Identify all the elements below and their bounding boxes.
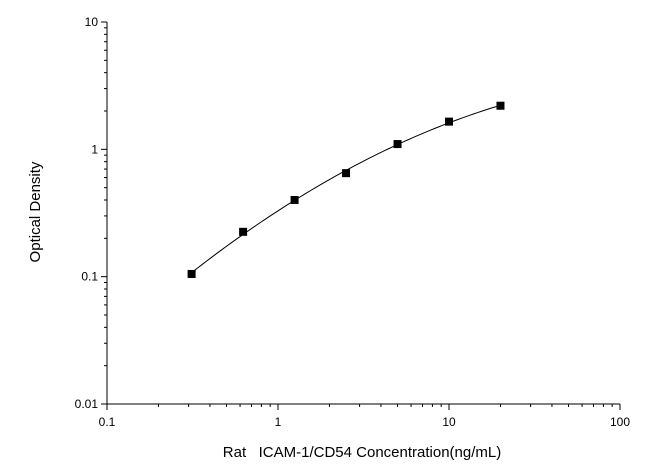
data-point: [239, 227, 248, 236]
x-tick-label: 10: [442, 415, 456, 429]
data-point: [187, 269, 196, 278]
y-axis-title: Optical Density: [27, 161, 44, 262]
y-tick-label: 0.1: [81, 270, 98, 284]
x-tick-label: 1: [275, 415, 282, 429]
data-point: [290, 196, 299, 205]
y-tick-label: 1: [91, 142, 98, 156]
data-point: [496, 101, 505, 110]
y-tick-label: 0.01: [75, 397, 99, 411]
x-tick-label: 0.1: [99, 415, 116, 429]
x-tick-label: 100: [610, 415, 630, 429]
y-tick-label: 10: [85, 15, 99, 29]
data-point: [445, 117, 453, 126]
data-point: [342, 169, 351, 178]
x-axis-title: Rat ICAM-1/CD54 Concentration(ng/mL): [223, 444, 501, 461]
fit-curve: [191, 104, 501, 274]
data-point: [393, 140, 402, 149]
